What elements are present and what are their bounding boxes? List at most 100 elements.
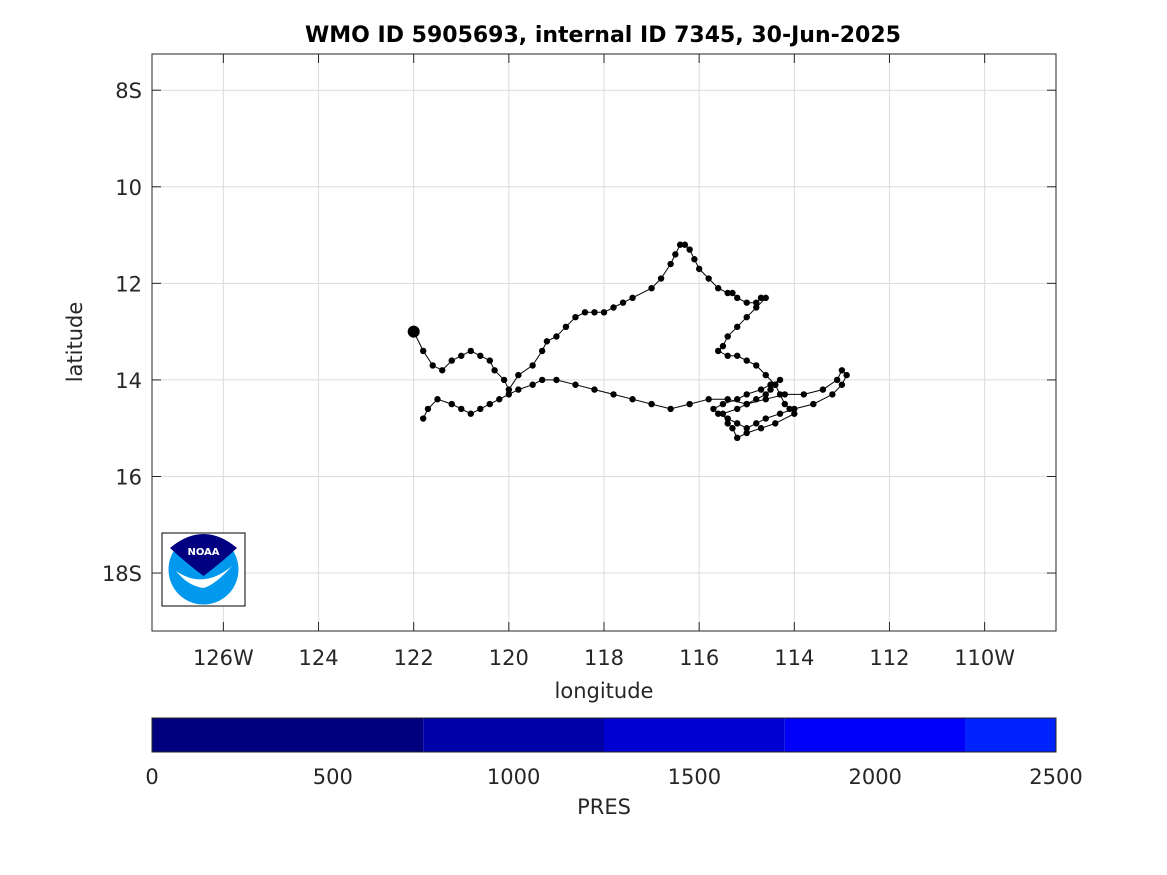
track-point xyxy=(724,396,731,403)
track-point xyxy=(629,294,636,302)
track-point xyxy=(686,400,693,408)
track-point xyxy=(719,400,727,408)
y-tick-label: 14 xyxy=(115,369,142,393)
track-point xyxy=(838,367,846,374)
track-point xyxy=(667,405,674,413)
track-point xyxy=(705,275,712,282)
x-tick-label: 126W xyxy=(193,646,254,670)
track-point xyxy=(762,371,769,379)
track-point xyxy=(753,299,760,306)
track-point xyxy=(467,347,474,355)
track-point xyxy=(619,299,627,306)
track-point xyxy=(767,381,774,388)
colorbar-tick-label: 1000 xyxy=(487,765,540,789)
track-point xyxy=(757,425,765,432)
track-point xyxy=(553,376,560,384)
x-tick-label: 116 xyxy=(679,646,719,670)
track-point xyxy=(486,357,494,364)
colorbar-segment xyxy=(604,718,785,752)
track-point xyxy=(505,386,513,393)
track-point xyxy=(505,391,513,398)
track-point xyxy=(529,362,536,369)
track-point xyxy=(757,386,765,393)
track-point xyxy=(676,241,684,248)
track-point xyxy=(610,304,617,311)
y-tick-label: 8S xyxy=(115,79,142,103)
track-point xyxy=(734,420,741,427)
track-point xyxy=(838,381,846,388)
y-tick-label: 10 xyxy=(115,176,142,200)
track-point xyxy=(610,391,617,398)
track-point xyxy=(781,391,788,398)
colorbar-frame xyxy=(151,717,1057,753)
track-point xyxy=(420,347,427,355)
track-point xyxy=(477,405,484,413)
track-point xyxy=(753,420,760,427)
colorbar-segment xyxy=(784,718,966,752)
track-point xyxy=(448,357,455,364)
colorbar-segment xyxy=(152,718,424,752)
track-point xyxy=(648,400,655,408)
track-point xyxy=(591,309,598,316)
colorbar-segment xyxy=(965,718,1056,752)
track-point xyxy=(776,410,784,417)
track-point xyxy=(543,338,551,345)
track-point xyxy=(762,396,769,403)
track-point xyxy=(477,352,484,359)
track-point xyxy=(648,284,655,292)
track-point xyxy=(458,405,465,413)
track-point xyxy=(772,420,779,427)
x-tick-label: 114 xyxy=(774,646,814,670)
track-point xyxy=(734,405,741,413)
track-point xyxy=(743,400,750,408)
chart-title: WMO ID 5905693, internal ID 7345, 30-Jun… xyxy=(305,23,901,48)
y-tick-label: 12 xyxy=(115,272,142,296)
track-point xyxy=(710,405,717,413)
track-point xyxy=(743,429,750,437)
track-point xyxy=(562,323,570,331)
track-point xyxy=(572,313,579,321)
track-point xyxy=(591,386,598,393)
track-point xyxy=(724,352,731,359)
track-point xyxy=(515,371,522,379)
track-point xyxy=(724,420,731,427)
colorbar-tick-label: 1500 xyxy=(668,765,721,789)
track-point xyxy=(753,396,760,403)
track-point xyxy=(667,260,674,268)
track-point xyxy=(724,333,731,340)
track-point xyxy=(424,405,432,413)
track-point xyxy=(538,347,546,355)
track-point xyxy=(724,415,731,422)
x-tick-label: 112 xyxy=(869,646,909,670)
track-point xyxy=(743,313,750,321)
track-point xyxy=(538,376,546,384)
colorbar-tick-label: 2000 xyxy=(848,765,901,789)
colorbar-tick-label: 2500 xyxy=(1029,765,1082,789)
y-tick-label: 16 xyxy=(115,465,142,489)
x-tick-label: 110W xyxy=(954,646,1015,670)
track-point xyxy=(772,381,779,388)
track-point xyxy=(515,386,522,393)
noaa-logo: NOAA xyxy=(161,532,246,607)
track-point xyxy=(496,396,503,403)
track-point xyxy=(786,405,793,413)
track-point xyxy=(486,400,494,408)
colorbar-tick-label: 0 xyxy=(145,765,158,789)
track-point xyxy=(691,256,698,263)
colorbar-tick-label: 500 xyxy=(313,765,353,789)
colorbar-segments xyxy=(152,718,1056,752)
track-point xyxy=(729,289,736,297)
track-point xyxy=(695,265,703,273)
track-point xyxy=(714,410,722,417)
y-axis-label: latitude xyxy=(63,302,87,383)
track-point xyxy=(757,294,765,302)
track-point xyxy=(734,352,741,359)
track-point xyxy=(714,284,722,292)
colorbar-ticks: 0 500 1000 1500 2000 2500 xyxy=(145,765,1082,789)
track-point xyxy=(491,367,498,374)
track-point xyxy=(458,352,465,359)
track-point xyxy=(500,376,508,384)
logo-text: NOAA xyxy=(187,547,219,558)
track-point xyxy=(776,391,784,398)
